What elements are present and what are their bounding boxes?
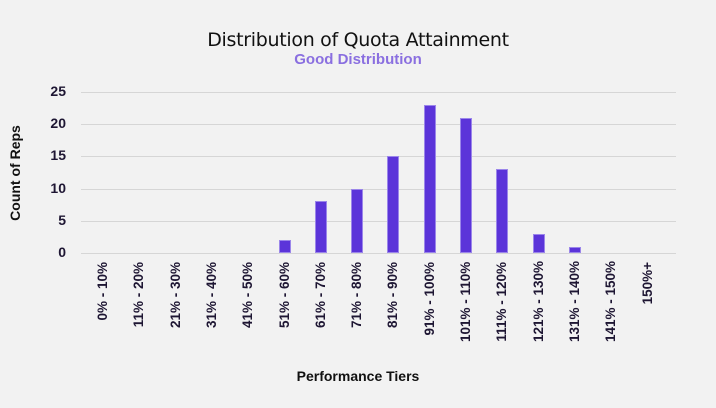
bar <box>314 201 327 253</box>
bar <box>351 188 364 253</box>
x-tick-label: 31% - 40% <box>203 262 219 329</box>
bar <box>532 233 545 253</box>
x-tick-label: 0% - 10% <box>95 262 110 321</box>
bar <box>278 240 291 253</box>
x-tick-label: 101% - 110% <box>458 261 473 342</box>
x-tick-label: 150%+ <box>639 262 655 305</box>
x-tick-label: 41% - 50% <box>240 262 256 329</box>
chart-subtitle: Good Distribution <box>294 51 422 68</box>
x-tick-label: 11% - 20% <box>131 262 147 328</box>
y-tick-label: 10 <box>50 179 66 196</box>
gridline <box>81 220 676 222</box>
gridline <box>81 124 676 126</box>
y-tick-label: 15 <box>50 147 66 164</box>
gridline <box>81 188 676 190</box>
x-tick-label: 21% - 30% <box>167 262 183 329</box>
y-tick-label: 20 <box>50 115 66 132</box>
gridline <box>81 156 676 158</box>
x-tick-label: 81% - 90% <box>385 262 401 329</box>
x-tick-label: 141% - 150% <box>603 260 619 342</box>
bar <box>423 104 436 253</box>
y-tick-label: 0 <box>58 244 66 260</box>
x-tick-label: 71% - 80% <box>349 262 365 329</box>
x-tick-label: 121% - 130% <box>530 260 546 342</box>
y-tick-label: 25 <box>50 83 66 99</box>
x-tick-label: 111% - 120% <box>494 262 510 342</box>
chart-title: Distribution of Quota Attainment <box>207 29 509 51</box>
x-axis-label: Performance Tiers <box>296 368 420 384</box>
x-tick-label: 91% - 100% <box>421 262 437 336</box>
x-tick-label: 131% - 140% <box>566 260 582 342</box>
y-axis-label: Count of Reps <box>7 125 23 221</box>
x-tick-label: 61% - 70% <box>312 262 328 329</box>
gridline <box>81 253 676 254</box>
gridline <box>81 92 676 93</box>
bar <box>387 156 400 253</box>
bar <box>496 169 509 253</box>
bar <box>460 117 472 253</box>
y-tick-label: 5 <box>58 211 66 228</box>
plot-area <box>81 92 676 254</box>
bar <box>568 246 581 253</box>
x-tick-label: 51% - 60% <box>276 262 292 329</box>
